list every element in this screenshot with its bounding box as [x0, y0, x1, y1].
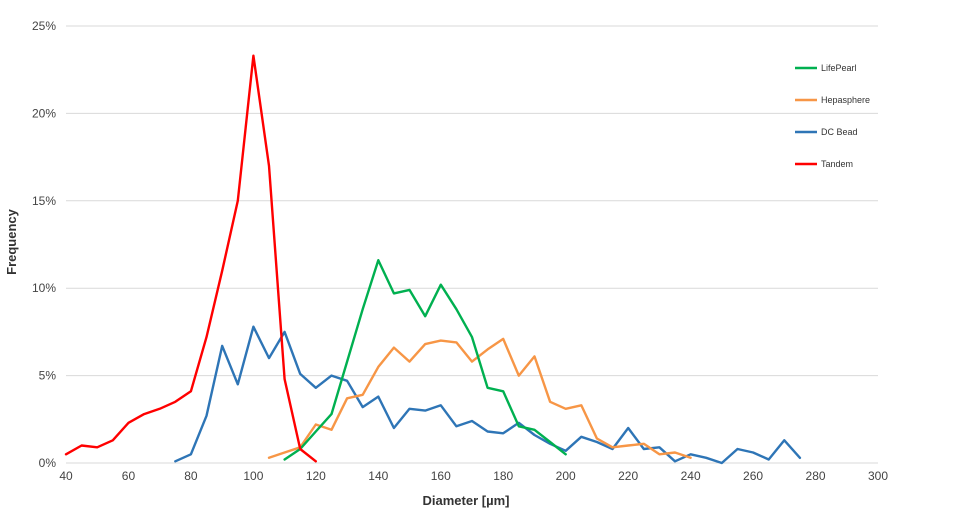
x-tick-label: 100	[243, 469, 263, 483]
x-tick-label: 300	[868, 469, 888, 483]
legend-item-hepasphere: Hepasphere	[795, 95, 870, 105]
y-axis-ticks: 0% 5% 10% 15% 20% 25%	[32, 19, 56, 470]
y-tick-label: 15%	[32, 194, 56, 208]
series-line-dc-bead	[174, 325, 802, 465]
x-axis-title: Diameter [µm]	[423, 493, 510, 508]
x-tick-label: 120	[306, 469, 326, 483]
series-line-lifepearl	[283, 259, 567, 461]
y-tick-label: 0%	[39, 456, 57, 470]
x-tick-label: 80	[184, 469, 198, 483]
x-tick-label: 160	[431, 469, 451, 483]
x-tick-label: 60	[122, 469, 136, 483]
legend: LifePearl Hepasphere DC Bead Tandem	[795, 63, 870, 169]
x-tick-label: 280	[806, 469, 826, 483]
x-tick-label: 200	[556, 469, 576, 483]
legend-item-lifepearl: LifePearl	[795, 63, 857, 73]
gridlines	[66, 25, 878, 464]
legend-item-tandem: Tandem	[795, 159, 853, 169]
x-tick-label: 240	[681, 469, 701, 483]
y-tick-label: 25%	[32, 19, 56, 33]
series-line-tandem	[64, 54, 317, 463]
series-line-hepasphere	[267, 337, 692, 459]
series-lines	[64, 54, 802, 465]
y-tick-label: 20%	[32, 106, 56, 120]
x-tick-label: 140	[368, 469, 388, 483]
legend-label-lifepearl: LifePearl	[821, 63, 857, 73]
x-tick-label: 40	[59, 469, 73, 483]
y-axis-title: Frequency	[4, 208, 19, 275]
legend-label-tandem: Tandem	[821, 159, 853, 169]
x-axis-ticks: 40 60 80 100 120 140 160 180 200 220 240 260 280 300	[59, 469, 888, 483]
legend-label-dc-bead: DC Bead	[821, 127, 858, 137]
x-tick-label: 220	[618, 469, 638, 483]
y-tick-label: 5%	[39, 369, 57, 383]
x-tick-label: 180	[493, 469, 513, 483]
legend-item-dc-bead: DC Bead	[795, 127, 858, 137]
legend-label-hepasphere: Hepasphere	[821, 95, 870, 105]
y-tick-label: 10%	[32, 281, 56, 295]
x-tick-label: 260	[743, 469, 763, 483]
